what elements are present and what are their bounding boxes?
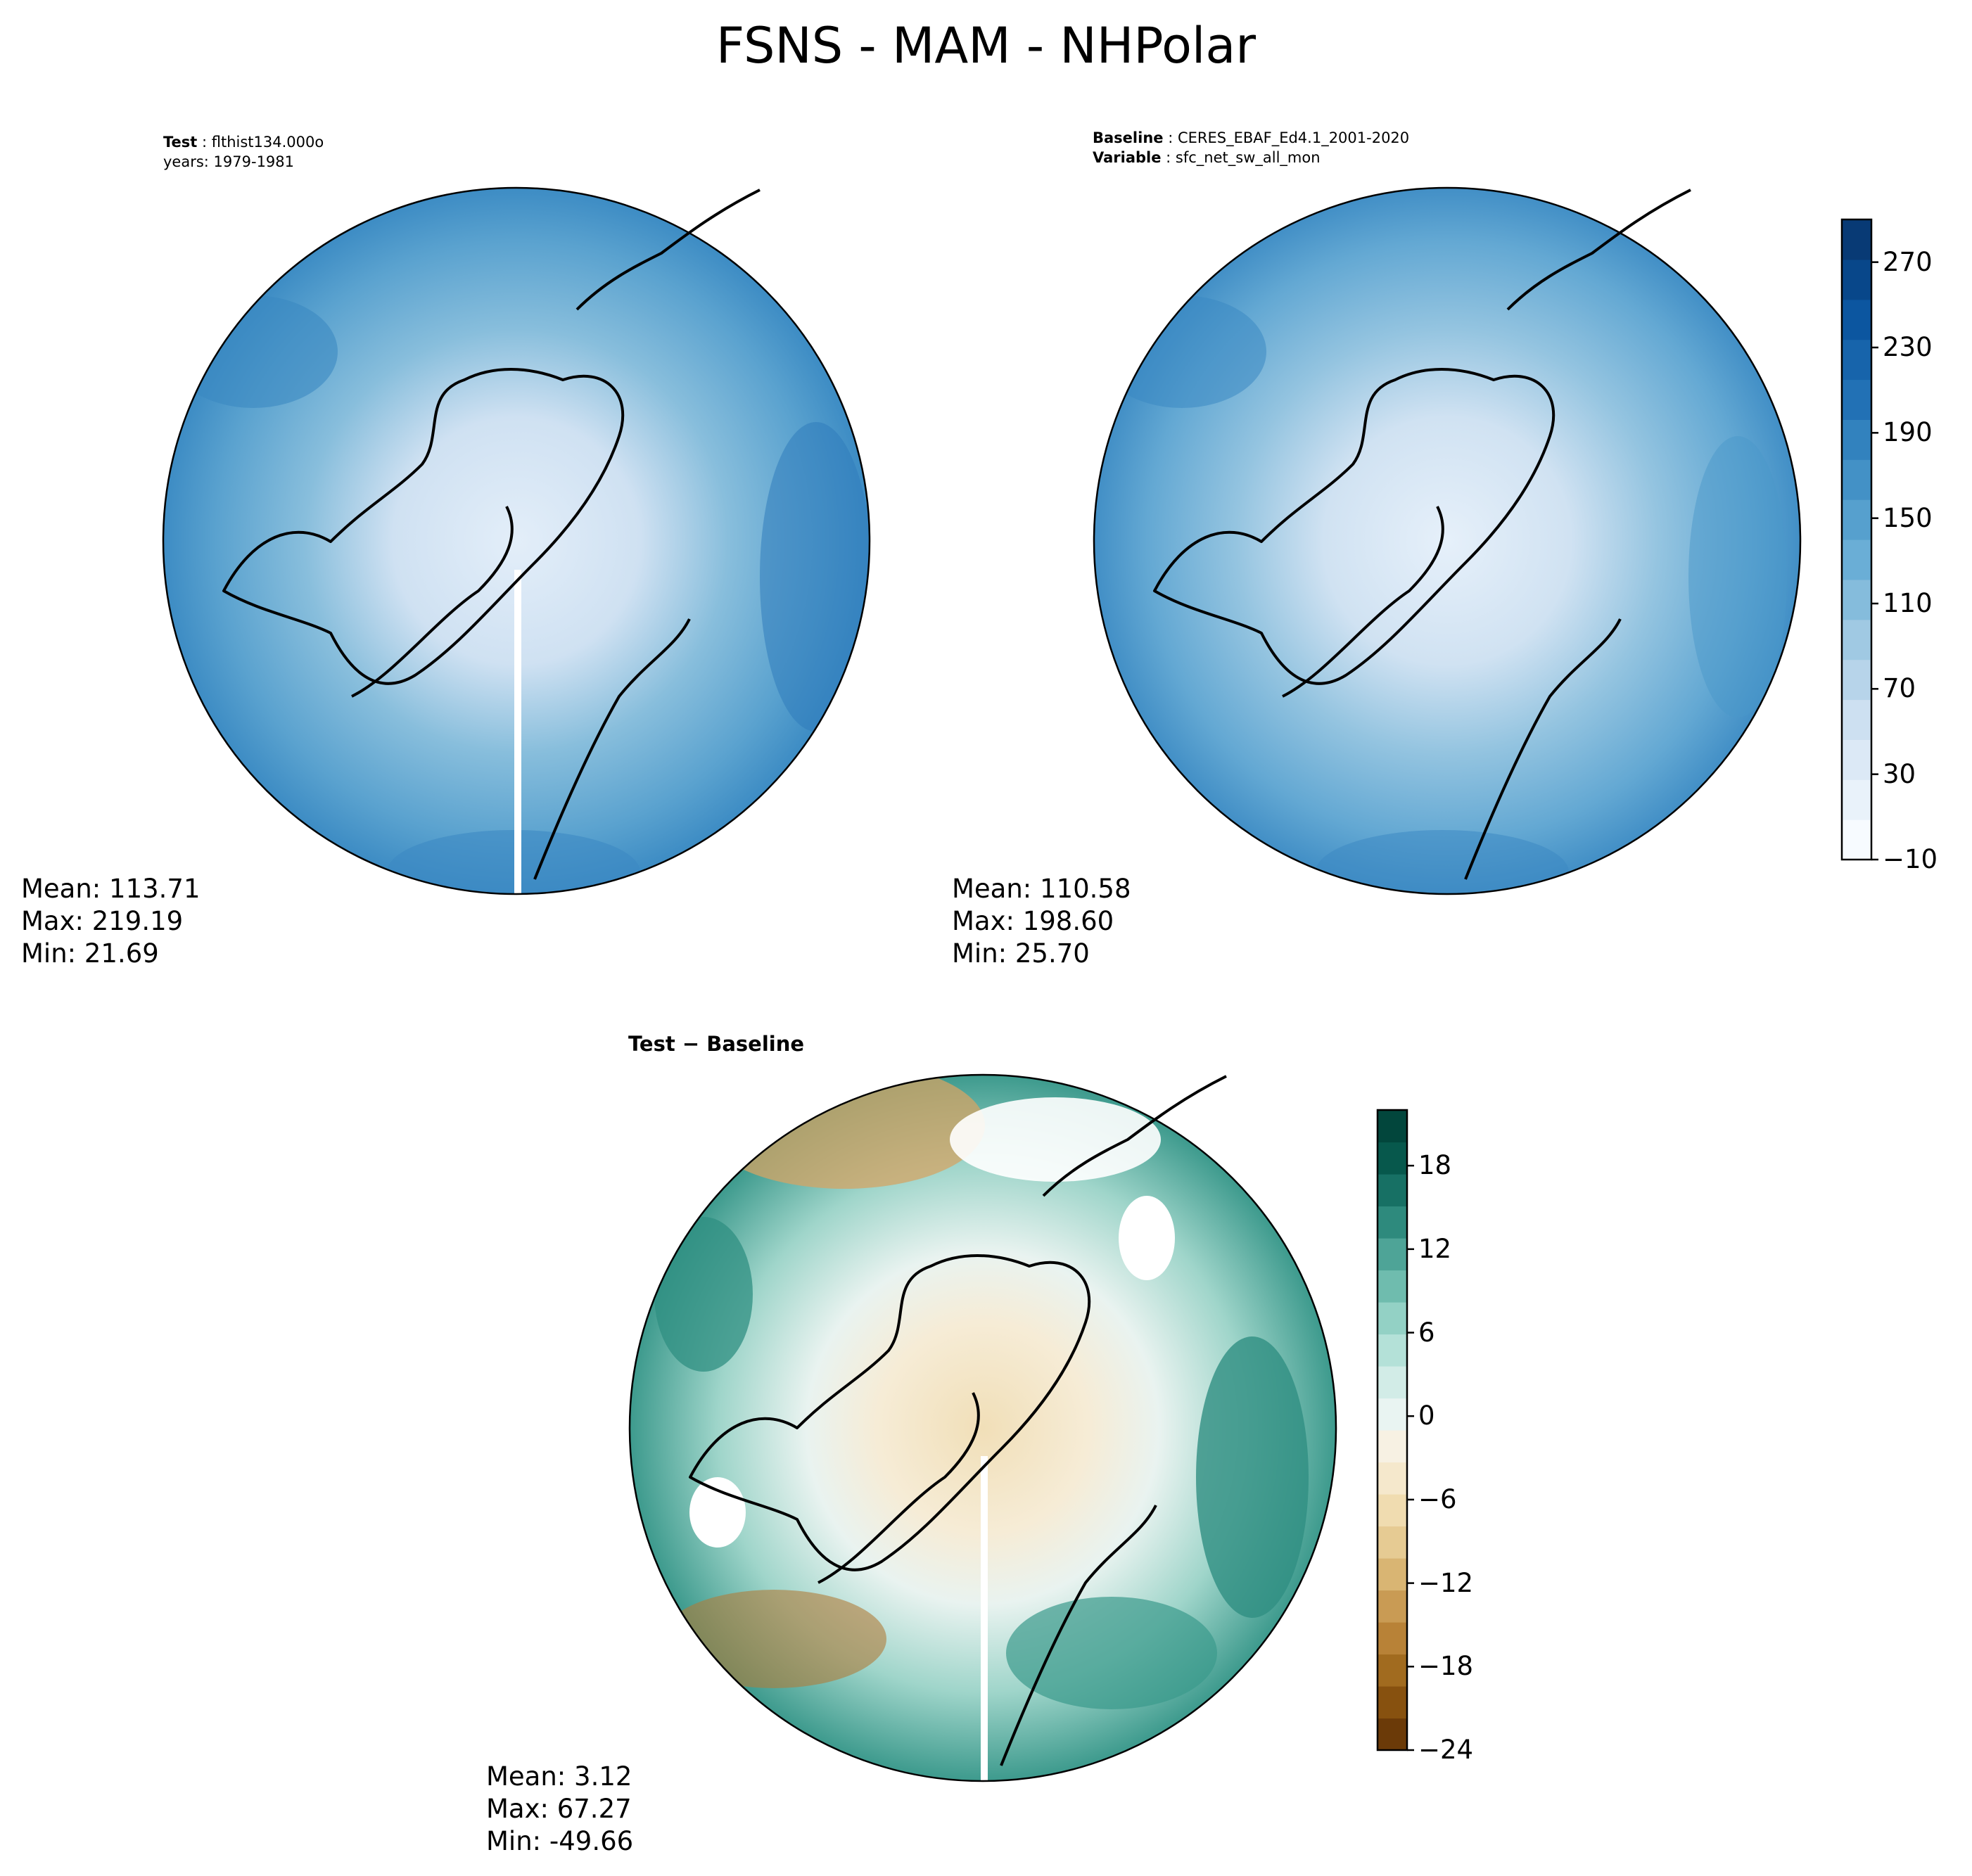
diff-colorbar-tick-label: −12 — [1418, 1567, 1474, 1598]
test-coastlines — [222, 189, 761, 880]
main-colorbar-color-segment — [1842, 379, 1871, 420]
diff-colorbar-color-segment — [1378, 1366, 1407, 1399]
test-max: Max: 219.19 — [21, 906, 184, 936]
baseline-map — [1093, 186, 1802, 895]
diff-panel-header: Test − Baseline — [628, 1032, 805, 1056]
diff-colorbar-tick-label: −18 — [1418, 1651, 1474, 1682]
main-colorbar-tick-label: 30 — [1883, 758, 1916, 789]
main-colorbar-color-segment — [1842, 739, 1871, 780]
main-colorbar-color-segment — [1842, 579, 1871, 620]
figure-title: FSNS - MAM - NHPolar — [715, 17, 1257, 75]
diff-min: Min: -49.66 — [486, 1826, 634, 1856]
diff-colorbar-color-segment — [1378, 1142, 1407, 1175]
main-colorbar-tick-label: 230 — [1883, 332, 1933, 362]
main-colorbar-tick-label: 110 — [1883, 588, 1933, 618]
test-label-value: flthist134.000o — [211, 134, 324, 151]
diff-colorbar-tick-label: 12 — [1418, 1233, 1452, 1264]
test-panel-header: Test : flthist134.000o years: 1979-1981 — [163, 134, 324, 170]
main-colorbar-tick-label: 270 — [1883, 246, 1933, 277]
diff-colorbar-color-segment — [1378, 1206, 1407, 1239]
diff-colorbar-color-segment — [1378, 1558, 1407, 1591]
diff-colorbar-color-segment — [1378, 1238, 1407, 1271]
diff-colorbar-color-segment — [1378, 1590, 1407, 1623]
main-colorbar — [1840, 218, 1878, 861]
variable-label-value: sfc_net_sw_all_mon — [1175, 149, 1321, 166]
main-colorbar-color-segment — [1842, 540, 1871, 580]
diff-colorbar-tick-label: 18 — [1418, 1150, 1452, 1181]
main-colorbar-tick-label: 70 — [1883, 673, 1916, 704]
diff-colorbar-color-segment — [1378, 1718, 1407, 1751]
diff-colorbar-color-segment — [1378, 1270, 1407, 1303]
main-colorbar-color-segment — [1842, 259, 1871, 300]
main-colorbar-tick-label: −10 — [1883, 844, 1938, 874]
diff-colorbar-color-segment — [1378, 1334, 1407, 1367]
main-colorbar-color-segment — [1842, 819, 1871, 860]
diff-colorbar-color-segment — [1378, 1526, 1407, 1559]
test-label-key: Test — [163, 134, 198, 151]
test-min: Min: 21.69 — [21, 938, 159, 969]
diff-colorbar-color-segment — [1378, 1654, 1407, 1687]
diff-colorbar-color-segment — [1378, 1398, 1407, 1431]
baseline-stats: Mean: 110.58 Max: 198.60 Min: 25.70 — [952, 873, 1131, 970]
test-stats: Mean: 113.71 Max: 219.19 Min: 21.69 — [21, 873, 201, 970]
baseline-coastlines — [1153, 189, 1691, 880]
diff-colorbar-tick-label: 6 — [1418, 1317, 1435, 1348]
main-colorbar-color-segment — [1842, 299, 1871, 340]
diff-colorbar-color-segment — [1378, 1430, 1407, 1463]
main-colorbar-color-segment — [1842, 419, 1871, 460]
main-colorbar-color-segment — [1842, 219, 1871, 260]
baseline-label-key: Baseline — [1093, 129, 1164, 146]
diff-colorbar-frame — [1376, 1109, 1408, 1751]
test-years: years: 1979-1981 — [163, 153, 295, 170]
difference-coastlines — [689, 1075, 1227, 1766]
diff-max: Max: 67.27 — [486, 1794, 632, 1824]
diff-colorbar-tick-label: −6 — [1418, 1483, 1457, 1514]
diff-colorbar-color-segment — [1378, 1174, 1407, 1207]
baseline-min: Min: 25.70 — [952, 938, 1090, 969]
diff-colorbar-color-segment — [1378, 1494, 1407, 1527]
diff-colorbar-color-segment — [1378, 1686, 1407, 1719]
diff-colorbar-color-segment — [1378, 1302, 1407, 1335]
baseline-label-value: CERES_EBAF_Ed4.1_2001-2020 — [1177, 129, 1410, 146]
test-mean: Mean: 113.71 — [21, 874, 201, 904]
variable-label-key: Variable — [1093, 149, 1162, 166]
diff-colorbar — [1376, 1109, 1414, 1751]
diff-colorbar-color-segment — [1378, 1462, 1407, 1495]
main-colorbar-frame — [1840, 218, 1873, 861]
main-colorbar-color-segment — [1842, 699, 1871, 740]
main-colorbar-tick-label: 150 — [1883, 502, 1933, 533]
diff-colorbar-tick-label: −24 — [1418, 1735, 1474, 1765]
diff-colorbar-color-segment — [1378, 1110, 1407, 1143]
main-colorbar-color-segment — [1842, 499, 1871, 540]
diff-colorbar-color-segment — [1378, 1622, 1407, 1655]
main-colorbar-color-segment — [1842, 779, 1871, 820]
diff-stats: Mean: 3.12 Max: 67.27 Min: -49.66 — [486, 1761, 633, 1858]
diff-colorbar-tick-label: 0 — [1418, 1400, 1435, 1431]
baseline-mean: Mean: 110.58 — [952, 874, 1131, 904]
main-colorbar-tick-label: 190 — [1883, 417, 1933, 448]
diff-mean: Mean: 3.12 — [486, 1761, 632, 1792]
test-map — [162, 186, 871, 895]
main-colorbar-color-segment — [1842, 459, 1871, 500]
main-colorbar-color-segment — [1842, 339, 1871, 381]
baseline-panel-header: Baseline : CERES_EBAF_Ed4.1_2001-2020 Va… — [1093, 129, 1410, 166]
baseline-max: Max: 198.60 — [952, 906, 1114, 936]
main-colorbar-color-segment — [1842, 659, 1871, 701]
main-colorbar-color-segment — [1842, 619, 1871, 661]
difference-map — [628, 1073, 1337, 1782]
